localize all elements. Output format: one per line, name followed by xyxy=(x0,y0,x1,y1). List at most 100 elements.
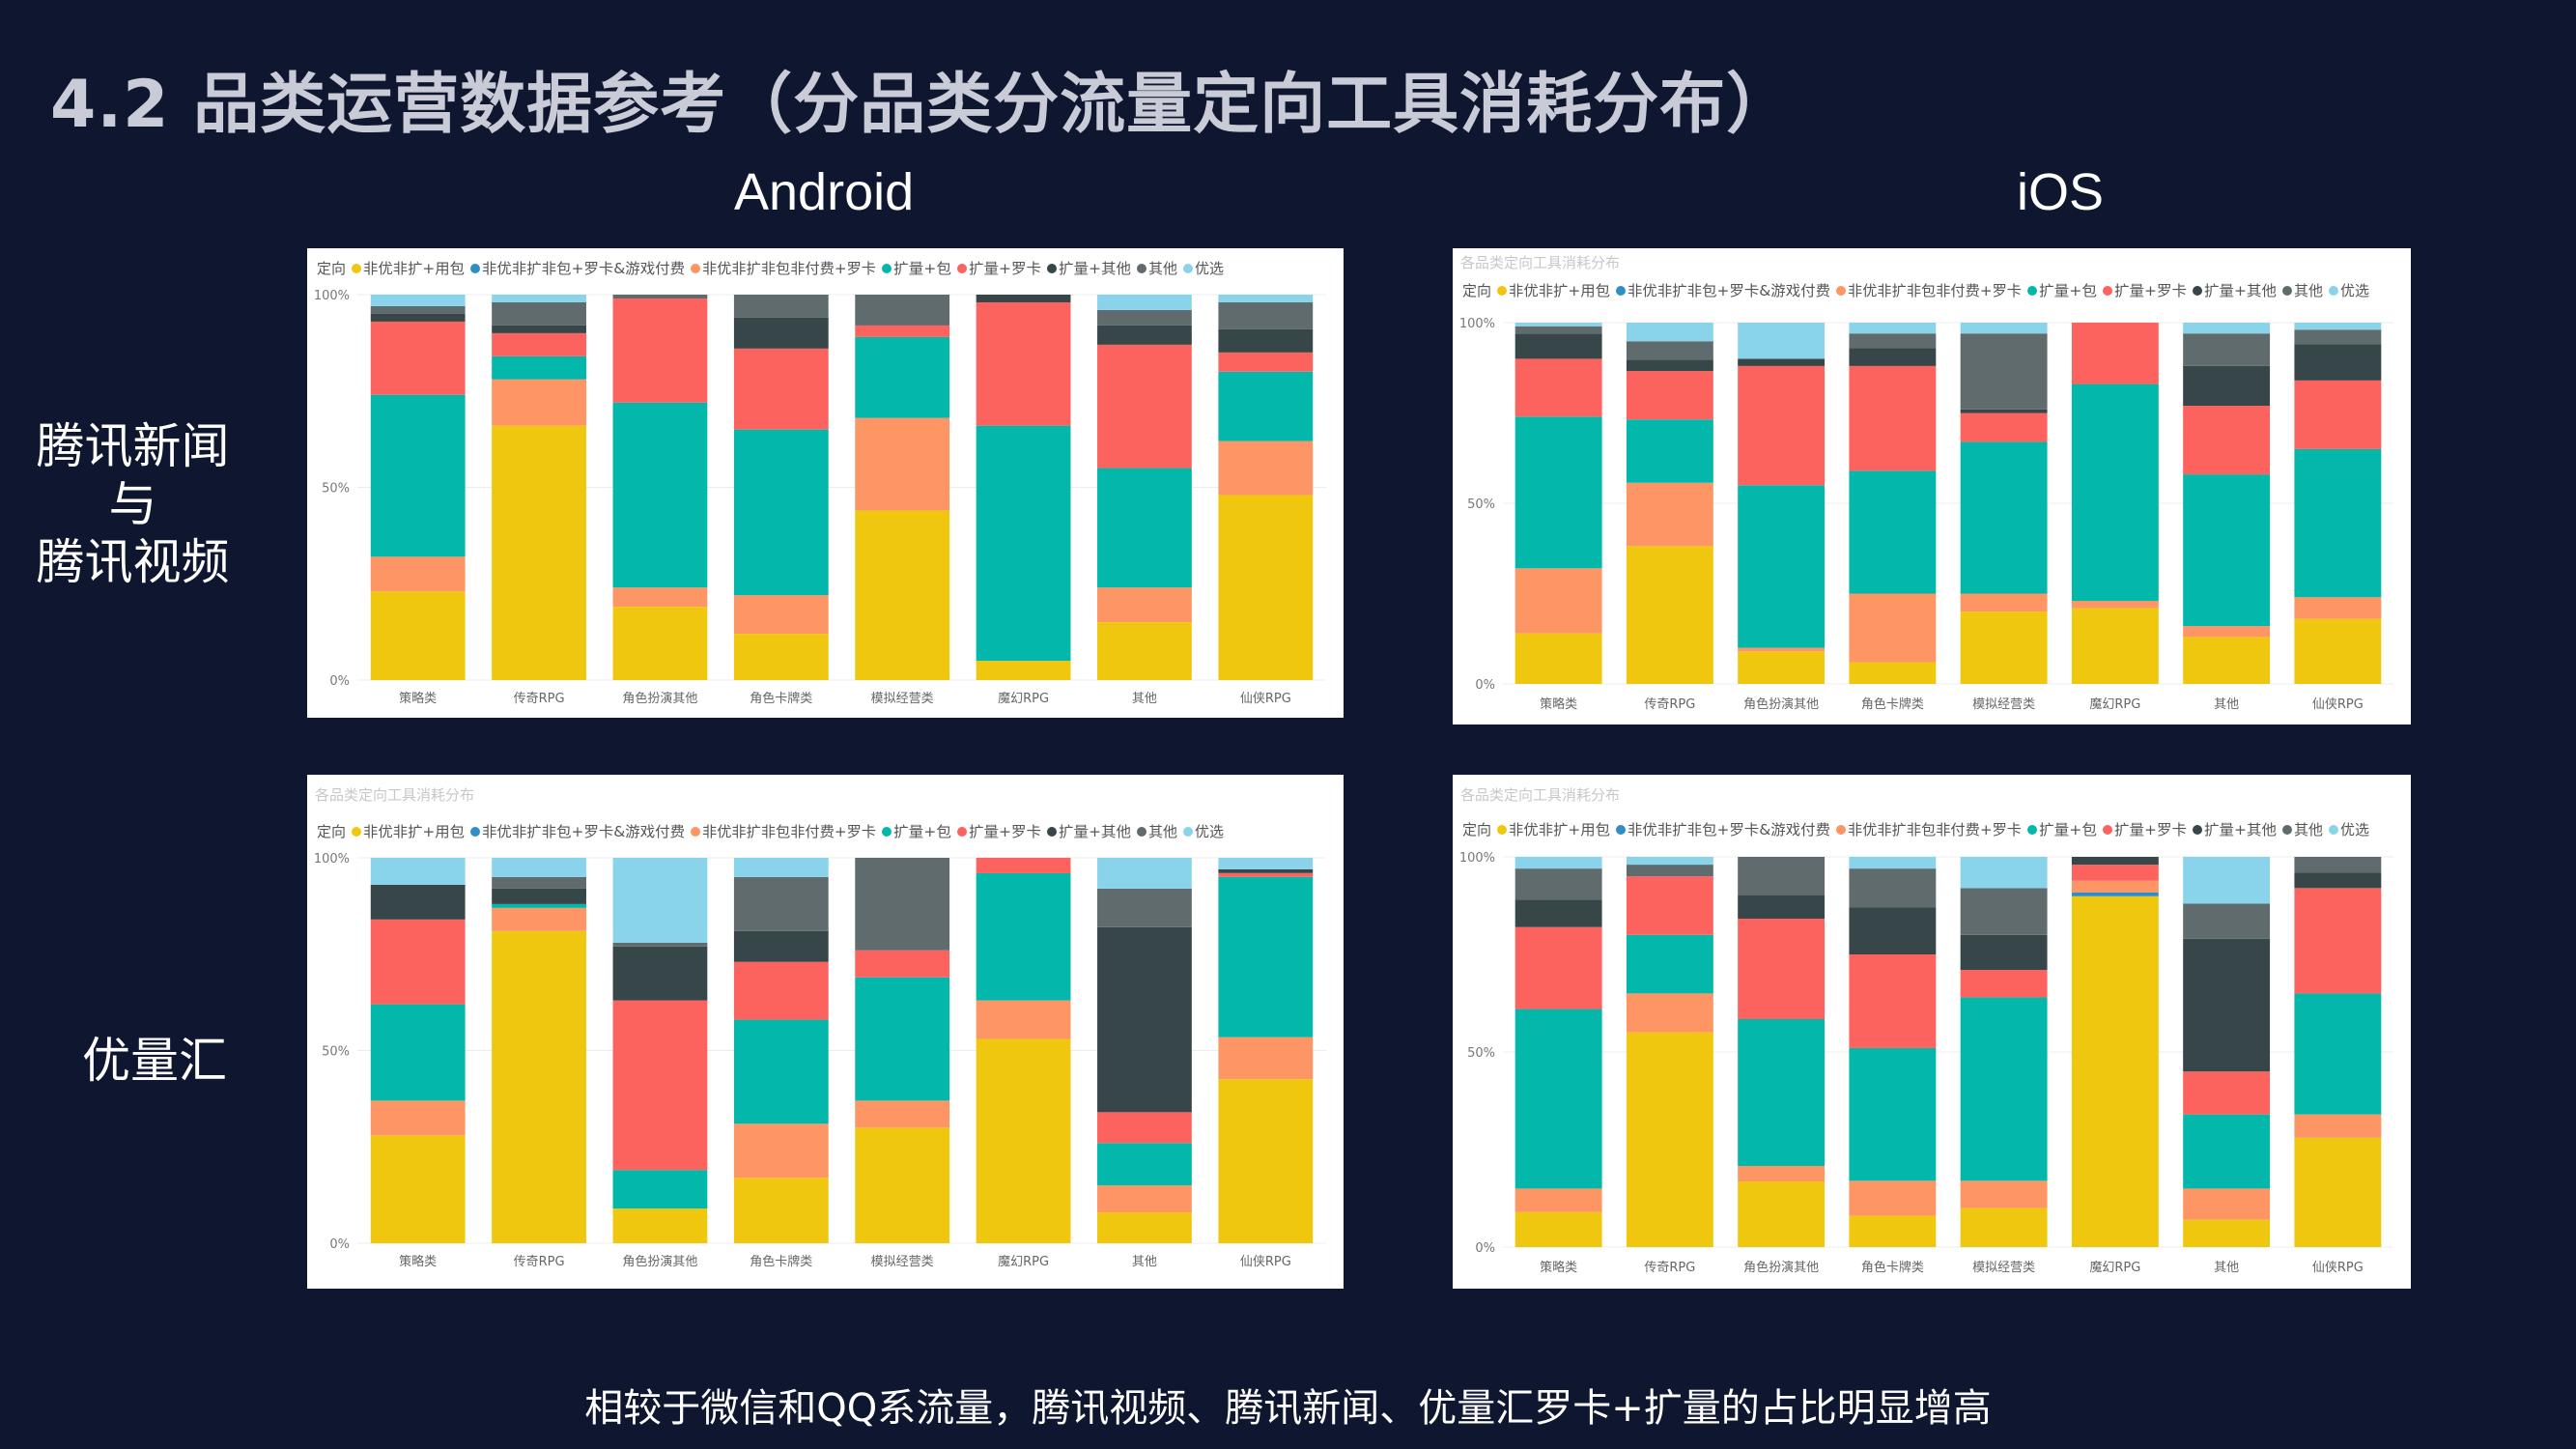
bar-segment xyxy=(733,961,829,1020)
bar-segment xyxy=(855,417,950,511)
bar-segment xyxy=(1960,333,2048,410)
bar-segment xyxy=(733,429,829,596)
bar-segment xyxy=(370,919,466,1005)
bar-segment xyxy=(2183,637,2271,684)
bar-segment xyxy=(2071,608,2159,684)
legend-label: 非优非扩+用包 xyxy=(363,260,465,277)
column-heading-android: Android xyxy=(734,163,915,221)
bar-segment xyxy=(976,872,1071,1001)
bar-segment xyxy=(1849,662,1937,684)
bar-segment xyxy=(612,942,708,947)
bar-segment xyxy=(2071,857,2159,866)
legend-label: 非优非扩+用包 xyxy=(1509,282,1610,299)
chart-panel-android-news-video: 定向 非优非扩+用包 非优非扩非包+罗卡&游戏付费 非优非扩非包非付费+罗卡 扩量+包 扩… xyxy=(307,248,1344,718)
bar-segment xyxy=(1218,858,1314,869)
bar-segment xyxy=(492,325,586,333)
legend-label: 非优非扩非包非付费+罗卡 xyxy=(702,260,876,277)
bar-segment xyxy=(1960,323,2048,334)
bar-segment xyxy=(1849,365,1937,471)
footer-note: 相较于微信和QQ系流量，腾讯视频、腾讯新闻、优量汇罗卡+扩量的占比明显增高 xyxy=(584,1386,1992,1431)
bar-segment xyxy=(1738,1166,1826,1181)
x-tick-label: 传奇RPG xyxy=(1644,1260,1695,1275)
bar-segment xyxy=(1738,647,1826,652)
bar-segment xyxy=(1960,1180,2048,1208)
bar-segment xyxy=(612,607,708,680)
bar-segment xyxy=(1626,341,1713,360)
bar-segment xyxy=(612,587,708,608)
legend-swatch xyxy=(691,264,700,273)
bar-segment xyxy=(855,295,950,326)
bar-segment xyxy=(1849,1180,1937,1216)
legend-swatch xyxy=(470,264,480,273)
bar-segment xyxy=(1218,1037,1314,1080)
bar-segment xyxy=(492,425,586,680)
bar-segment xyxy=(2183,1219,2271,1247)
row-label-ylh: 优量汇 xyxy=(82,1033,227,1089)
bar-segment xyxy=(1849,348,1937,366)
bar-segment xyxy=(855,336,950,418)
bar-segment xyxy=(1097,1112,1192,1144)
legend-swatch xyxy=(2193,825,2202,835)
bar-segment xyxy=(1849,868,1937,908)
bar-segment xyxy=(733,348,829,430)
bar-segment xyxy=(492,332,586,356)
bar-segment xyxy=(1738,365,1826,486)
legend-label: 扩量+罗卡 xyxy=(969,260,1041,277)
bar-segment xyxy=(733,317,829,349)
x-tick-label: 其他 xyxy=(1132,692,1157,706)
y-tick-label: 100% xyxy=(314,852,350,867)
legend-label: 非优非扩非包+罗卡&游戏付费 xyxy=(1628,821,1830,838)
legend-label: 非优非扩非包+罗卡&游戏付费 xyxy=(482,823,685,840)
bar-segment xyxy=(492,903,586,908)
chart-title: 各品类定向工具消耗分布 xyxy=(1460,786,1620,804)
bar-segment xyxy=(1514,1009,1602,1189)
bar-segment xyxy=(2183,406,2271,475)
legend-label: 扩量+其他 xyxy=(1059,260,1131,277)
bar-segment xyxy=(1626,934,1713,994)
legend-label: 优选 xyxy=(1195,823,1224,840)
legend-label: 扩量+其他 xyxy=(2204,282,2277,299)
x-tick-label: 仙侠RPG xyxy=(1240,1255,1291,1269)
legend-label: 优选 xyxy=(1195,260,1224,277)
bar-segment xyxy=(612,1208,708,1243)
bar-segment xyxy=(1218,872,1314,877)
legend-label: 其他 xyxy=(2294,821,2323,838)
bar-segment xyxy=(1626,857,1713,866)
bar-segment xyxy=(1218,868,1314,873)
x-tick-label: 策略类 xyxy=(399,1254,437,1269)
legend-swatch xyxy=(2027,825,2037,835)
bar-segment xyxy=(976,1038,1071,1243)
row-label-line: 腾讯新闻 xyxy=(36,418,230,474)
x-tick-label: 魔幻RPG xyxy=(2089,697,2140,712)
chart-panel-android-ylh: 各品类定向工具消耗分布 定向 非优非扩+用包 非优非扩非包+罗卡&游戏付费 非优非扩非包… xyxy=(307,775,1344,1289)
bar-segment xyxy=(976,661,1071,680)
legend-swatch xyxy=(352,264,361,273)
bar-segment xyxy=(2294,618,2382,684)
bar-segment xyxy=(1218,295,1314,302)
bar-segment xyxy=(612,858,708,943)
bar-segment xyxy=(2294,344,2382,381)
bar-segment xyxy=(1738,323,1826,359)
y-tick-label: 0% xyxy=(1475,678,1495,693)
bar-segment xyxy=(1960,934,2048,971)
bar-segment xyxy=(1626,482,1713,547)
x-tick-label: 模拟经营类 xyxy=(1972,1261,2035,1275)
bar-segment xyxy=(1960,441,2048,594)
legend-swatch xyxy=(1616,286,1626,296)
bar-segment xyxy=(612,298,708,403)
bar-segment xyxy=(1514,899,1602,927)
bar-segment xyxy=(1218,371,1314,441)
bar-segment xyxy=(1960,409,2048,413)
bar-segment xyxy=(2294,1114,2382,1138)
bar-segment xyxy=(2183,626,2271,638)
bar-segment xyxy=(1849,593,1937,663)
bar-segment xyxy=(2183,323,2271,334)
legend-swatch xyxy=(882,827,892,837)
x-tick-label: 魔幻RPG xyxy=(998,1255,1049,1269)
bar-segment xyxy=(1849,857,1937,869)
bar-segment xyxy=(1514,333,1602,359)
bar-segment xyxy=(1514,1211,1602,1247)
legend-swatch xyxy=(2103,286,2112,296)
bar-segment xyxy=(855,1127,950,1243)
legend-swatch xyxy=(2103,825,2112,835)
